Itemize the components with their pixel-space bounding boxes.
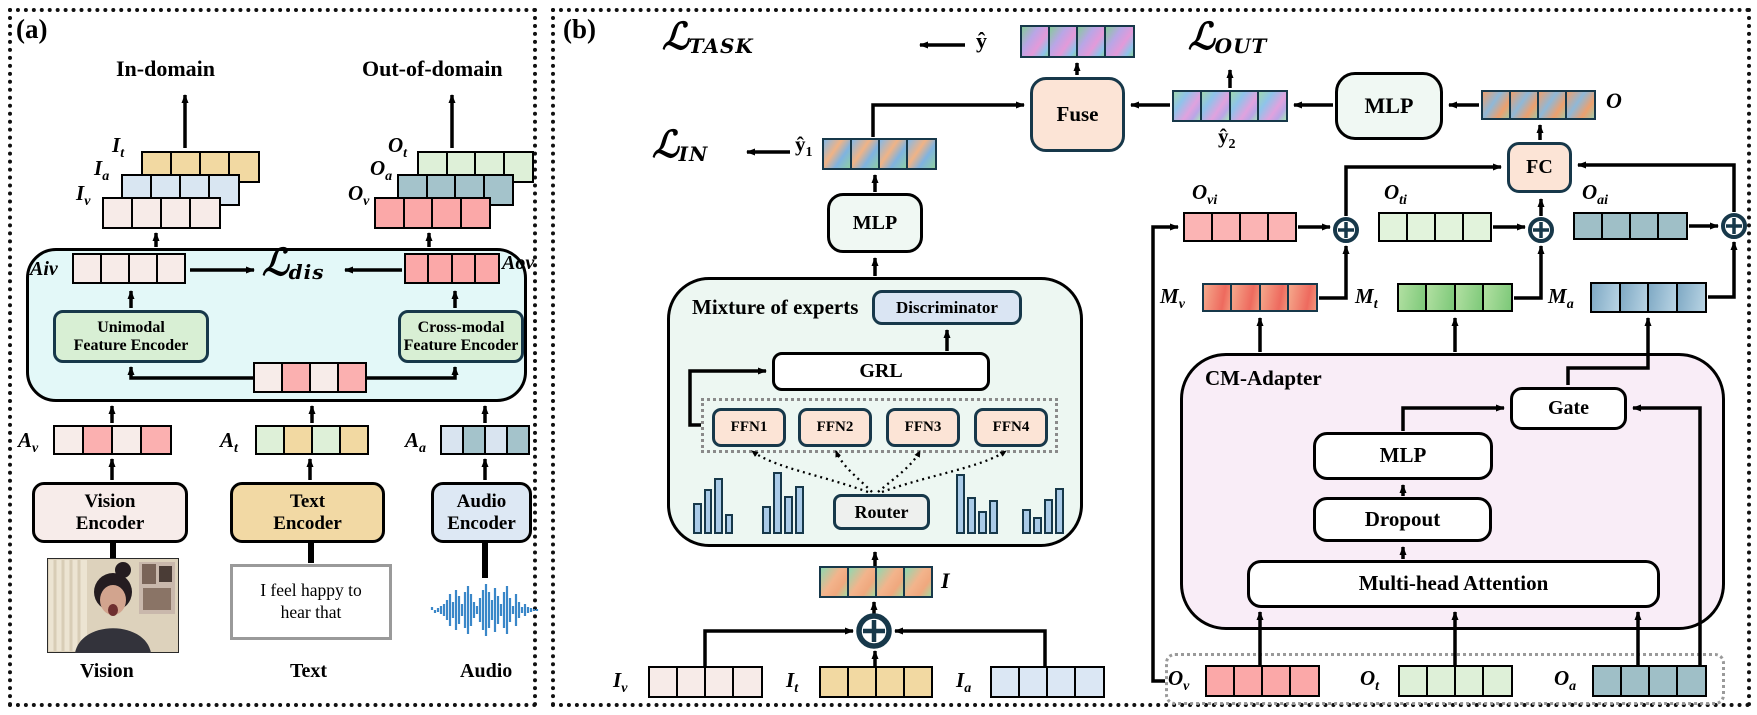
token-row-Mv xyxy=(1202,283,1318,312)
label-Av: Av xyxy=(18,428,39,457)
label-Aiv: Aiv xyxy=(30,258,58,280)
expert-histogram-3 xyxy=(956,474,1002,534)
audio-modality-label: Audio xyxy=(460,660,513,682)
label-Ma: Ma xyxy=(1548,284,1574,313)
label-Ia-b: Ia xyxy=(956,668,972,697)
expert-histogram-1 xyxy=(693,478,733,534)
token-row-Aa xyxy=(440,425,530,455)
gate-node: Gate xyxy=(1510,387,1627,430)
text-encoder: Text Encoder xyxy=(230,482,385,543)
loss-task: ℒTASK xyxy=(662,14,754,59)
expert-histogram-4 xyxy=(1022,486,1066,534)
label-yhat1: ŷ1 xyxy=(795,132,813,161)
vision-modality-label: Vision xyxy=(80,660,134,682)
panel-a-tag: (a) xyxy=(16,14,48,44)
token-row-Iv-b xyxy=(648,666,763,698)
discriminator-node: Discriminator xyxy=(872,290,1022,325)
label-Aa: Aa xyxy=(405,428,427,457)
token-row-Ot-b xyxy=(1398,665,1513,697)
ffn2-node: FFN2 xyxy=(798,408,872,447)
label-I: I xyxy=(941,568,950,593)
router-node: Router xyxy=(833,494,930,530)
token-row-yhat1 xyxy=(822,138,937,170)
loss-in: ℒIN xyxy=(652,122,709,167)
label-Mv: Mv xyxy=(1160,284,1185,313)
mlp-out-node: MLP xyxy=(1335,72,1443,140)
label-yhat: ŷ xyxy=(976,28,987,53)
label-Ia: Ia xyxy=(94,156,110,185)
token-row-Ma xyxy=(1590,282,1707,313)
dropout-node: Dropout xyxy=(1313,497,1492,542)
label-O: O xyxy=(1606,88,1622,113)
label-yhat2: ŷ2 xyxy=(1218,124,1236,153)
mha-node: Multi-head Attention xyxy=(1247,560,1660,608)
label-It-b: It xyxy=(786,668,799,697)
fc-node: FC xyxy=(1507,142,1572,193)
expert-histogram-2 xyxy=(762,472,806,534)
token-row-shared-input xyxy=(253,362,367,393)
token-row-Oa-b xyxy=(1592,665,1707,697)
text-sample: I feel happy to hear that xyxy=(230,564,392,640)
token-row-Iv xyxy=(102,197,221,229)
label-Mt: Mt xyxy=(1355,284,1378,313)
token-row-Av xyxy=(53,425,172,455)
token-row-Oai xyxy=(1573,212,1688,240)
vision-sample-image xyxy=(47,558,179,653)
label-Iv-b: Iv xyxy=(613,668,628,697)
label-Oti: Oti xyxy=(1384,180,1407,209)
fuse-node: Fuse xyxy=(1030,77,1125,152)
label-It: It xyxy=(112,133,125,162)
label-Ovi: Ovi xyxy=(1192,180,1218,209)
token-row-It-b xyxy=(819,666,933,698)
token-row-Aiv xyxy=(72,253,186,284)
text-modality-label: Text xyxy=(290,660,328,682)
token-row-Aov xyxy=(404,253,500,284)
label-Ov-b: Ov xyxy=(1168,666,1190,695)
grl-node: GRL xyxy=(772,352,990,391)
token-row-Ia-b xyxy=(990,666,1105,698)
token-row-Ovi xyxy=(1183,212,1297,242)
label-Oa-b: Oa xyxy=(1554,666,1577,695)
mlp-in-node: MLP xyxy=(827,193,923,253)
moe-title: Mixture of experts xyxy=(692,295,859,319)
label-Oa: Oa xyxy=(370,156,393,185)
token-row-yhat xyxy=(1020,25,1135,58)
token-row-O xyxy=(1481,90,1596,120)
in-domain-heading: In-domain xyxy=(116,56,216,81)
label-Iv: Iv xyxy=(76,181,91,210)
label-Oai: Oai xyxy=(1582,180,1609,209)
adapter-inputs-outline xyxy=(1165,653,1725,705)
mlp-cm-node: MLP xyxy=(1313,432,1493,480)
ffn1-node: FFN1 xyxy=(712,408,786,447)
token-row-yhat2 xyxy=(1172,90,1288,122)
token-row-Ov-b xyxy=(1205,665,1320,697)
crossmodal-feature-encoder: Cross-modal Feature Encoder xyxy=(398,310,524,363)
sum-icon xyxy=(856,213,1747,649)
label-At: At xyxy=(220,428,238,457)
experts-group-outline xyxy=(701,398,1058,453)
vision-encoder: Vision Encoder xyxy=(32,482,188,543)
token-row-At xyxy=(255,425,369,455)
token-row-Oti xyxy=(1378,212,1492,242)
ffn3-node: FFN3 xyxy=(886,408,960,447)
audio-waveform-icon xyxy=(430,584,539,636)
label-Ot-b: Ot xyxy=(1360,666,1380,695)
audio-encoder: Audio Encoder xyxy=(431,482,532,543)
token-row-Ov xyxy=(374,197,491,229)
token-row-I xyxy=(819,566,933,598)
cm-adapter-title: CM-Adapter xyxy=(1205,366,1322,390)
loss-dis: ℒdis xyxy=(262,240,325,285)
out-of-domain-heading: Out-of-domain xyxy=(362,56,503,81)
label-Ot: Ot xyxy=(388,133,408,162)
unimodal-feature-encoder: Unimodal Feature Encoder xyxy=(53,310,209,363)
ffn4-node: FFN4 xyxy=(974,408,1048,447)
loss-out: ℒOUT xyxy=(1188,14,1268,59)
label-Ov: Ov xyxy=(348,181,370,210)
label-Aov: Aov xyxy=(502,252,535,274)
token-row-Mt xyxy=(1397,283,1513,312)
panel-b-tag: (b) xyxy=(563,14,596,44)
